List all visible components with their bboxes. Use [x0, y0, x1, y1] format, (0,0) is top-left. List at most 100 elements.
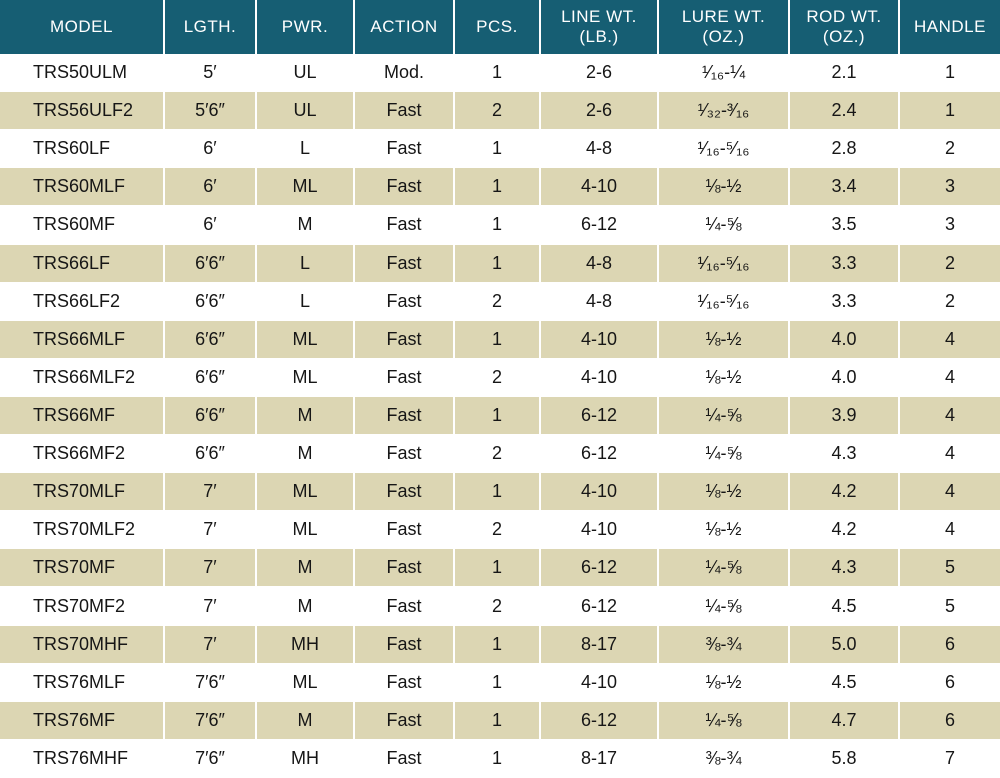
table-cell: ¹⁄₃₂-³⁄₁₆: [659, 92, 790, 131]
table-cell: 2: [455, 358, 541, 397]
table-cell: L: [257, 130, 355, 169]
table-cell: 6′6″: [165, 282, 257, 321]
table-cell: 4-10: [541, 511, 659, 550]
table-cell: 3: [900, 168, 1000, 207]
table-cell: 2: [455, 511, 541, 550]
header-text: ROD WT.: [806, 7, 882, 26]
table-cell: Fast: [355, 549, 455, 588]
table-cell: 4.5: [790, 587, 900, 626]
table-cell: 4: [900, 320, 1000, 359]
table-cell: 4.5: [790, 663, 900, 702]
table-cell: ⅛-½: [659, 663, 790, 702]
table-cell: 6: [900, 701, 1000, 740]
table-cell: M: [257, 396, 355, 436]
table-cell: 7′6″: [165, 739, 257, 778]
table-cell: MH: [257, 739, 355, 778]
header-text: LURE WT.: [681, 7, 766, 26]
table-cell: 1: [455, 54, 541, 93]
table-cell: 3.3: [790, 244, 900, 283]
table-cell: 4-10: [541, 168, 659, 207]
table-cell: Fast: [355, 663, 455, 702]
table-cell: M: [257, 587, 355, 626]
table-cell: Fast: [355, 701, 455, 740]
table-cell: 6′6″: [165, 435, 257, 474]
table-cell: 7: [900, 740, 1000, 778]
table-cell: 4-8: [541, 282, 659, 321]
table-cell: ML: [257, 511, 355, 550]
table-cell: 4.7: [790, 701, 900, 740]
table-cell: 1: [900, 54, 1000, 93]
table-cell: Fast: [355, 435, 455, 474]
table-cell: Fast: [355, 282, 455, 321]
table-cell: TRS70MLF: [0, 473, 165, 512]
table-cell: 4.3: [790, 549, 900, 588]
table-cell: M: [257, 435, 355, 474]
table-cell: 4-10: [541, 473, 659, 512]
table-cell: 6′: [165, 206, 257, 245]
table-cell: ¹⁄₁₆-⁵⁄₁₆: [659, 282, 790, 321]
table-cell: Fast: [355, 358, 455, 397]
table-cell: ⅜-¾: [659, 625, 790, 664]
table-cell: 2: [455, 92, 541, 131]
table-cell: ML: [257, 320, 355, 359]
table-cell: TRS60MLF: [0, 168, 165, 207]
table-cell: Fast: [355, 587, 455, 626]
header-text: PWR.: [281, 17, 329, 36]
table-cell: 5: [900, 587, 1000, 626]
table-cell: ¼-⅝: [659, 587, 790, 626]
table-cell: 2: [900, 130, 1000, 169]
table-cell: Fast: [355, 130, 455, 169]
header-text: ACTION: [370, 17, 438, 36]
table-cell: ⅛-½: [659, 320, 790, 359]
table-cell: 1: [455, 473, 541, 512]
header-cell: ROD WT. (OZ.): [790, 0, 900, 54]
table-cell: 8-17: [541, 739, 659, 778]
table-cell: Fast: [355, 206, 455, 245]
table-cell: 6-12: [541, 701, 659, 740]
table-cell: ML: [257, 473, 355, 512]
table-cell: 2.8: [790, 130, 900, 169]
table-cell: 1: [900, 92, 1000, 131]
table-cell: TRS76MF: [0, 701, 165, 740]
table-cell: 4: [900, 359, 1000, 397]
table-cell: TRS66LF: [0, 244, 165, 283]
table-cell: 6′6″: [165, 244, 257, 283]
table-cell: TRS56ULF2: [0, 92, 165, 131]
table-cell: 4-10: [541, 663, 659, 702]
table-cell: 1: [455, 244, 541, 283]
table-cell: 2-6: [541, 54, 659, 93]
header-text: LGTH.: [183, 17, 237, 36]
table-cell: 4.2: [790, 511, 900, 550]
table-cell: 6′6″: [165, 358, 257, 397]
table-cell: 2: [455, 282, 541, 321]
header-cell: PWR.: [257, 0, 355, 54]
table-cell: Fast: [355, 92, 455, 131]
table-cell: 3.9: [790, 396, 900, 436]
table-cell: 5.0: [790, 625, 900, 664]
table-cell: 7′6″: [165, 663, 257, 702]
table-cell: 6′6″: [165, 396, 257, 436]
table-cell: TRS50ULM: [0, 54, 165, 93]
table-cell: 7′6″: [165, 701, 257, 740]
table-cell: 1: [455, 625, 541, 664]
table-cell: 1: [455, 206, 541, 245]
table-cell: TRS66MF2: [0, 435, 165, 474]
table-cell: 1: [455, 663, 541, 702]
table-cell: 7′: [165, 511, 257, 550]
table-cell: 4.0: [790, 320, 900, 359]
table-cell: ML: [257, 663, 355, 702]
table-cell: 1: [455, 320, 541, 359]
table-cell: ¼-⅝: [659, 701, 790, 740]
table-cell: ML: [257, 358, 355, 397]
table-cell: 8-17: [541, 625, 659, 664]
table-cell: 1: [455, 739, 541, 778]
table-cell: 6-12: [541, 206, 659, 245]
table-cell: 4-10: [541, 320, 659, 359]
table-cell: 2: [900, 244, 1000, 283]
table-cell: 3.4: [790, 168, 900, 207]
header-cell: LURE WT. (OZ.): [659, 0, 790, 54]
header-cell: ACTION: [355, 0, 455, 54]
table-cell: ⅜-¾: [659, 739, 790, 778]
table-cell: 7′: [165, 473, 257, 512]
table-cell: 2.4: [790, 92, 900, 131]
